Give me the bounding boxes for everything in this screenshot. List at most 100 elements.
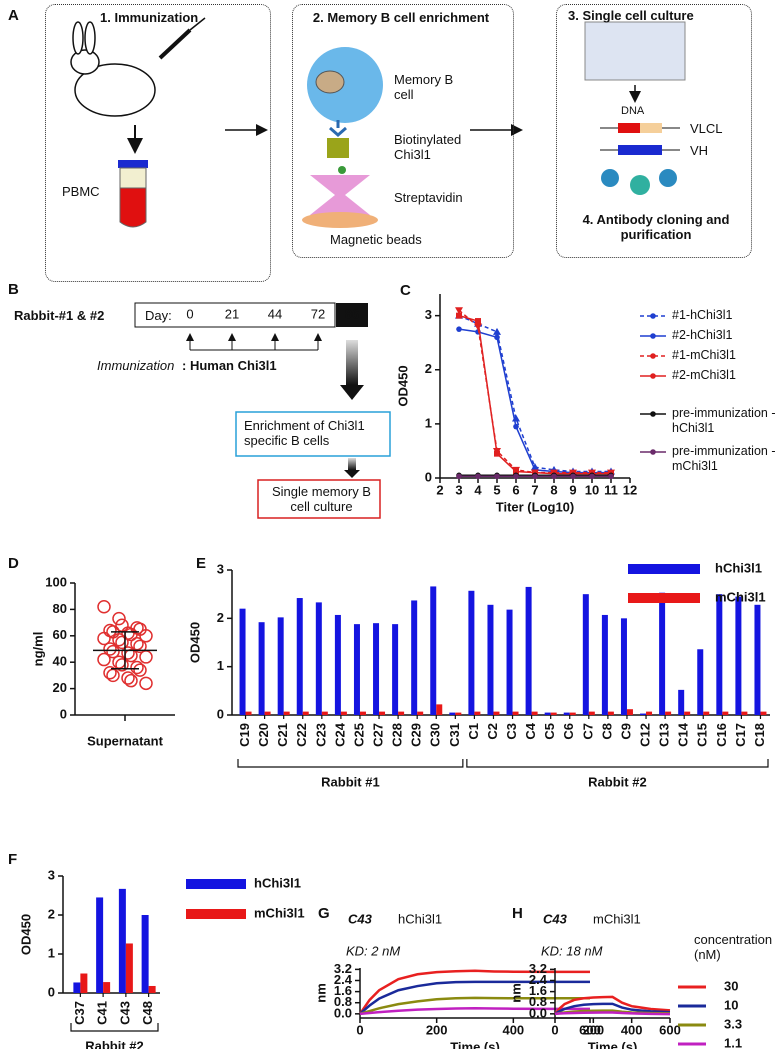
panel-label: A [8, 7, 19, 24]
legend-label: #2-hChi3l1 [672, 328, 733, 342]
y-tick-label: 3 [48, 867, 55, 882]
legend-marker [650, 449, 656, 455]
point [112, 655, 126, 669]
x-tick-label: 4 [474, 482, 482, 497]
marker [589, 473, 595, 480]
series-line [359, 996, 590, 1016]
point [106, 668, 120, 683]
x-tick-label: C5 [542, 723, 557, 740]
bar [103, 982, 111, 993]
x-tick-label: C16 [714, 723, 729, 747]
marker [456, 312, 462, 319]
y-tick-label: 20 [53, 680, 67, 695]
bar [118, 888, 126, 993]
bar [80, 973, 88, 993]
bar [430, 586, 437, 715]
legend-label: 1.1 [724, 1035, 742, 1049]
x-tick-label: C21 [275, 723, 290, 747]
y-tick-label: 0.8 [529, 994, 547, 1009]
y-tick-label: 1 [48, 945, 55, 960]
category-label: Supernatant [87, 733, 164, 748]
y-tick-label: 0 [217, 706, 224, 721]
x-tick-label: C18 [752, 723, 767, 747]
panel-label: C [400, 282, 411, 299]
bar [379, 711, 386, 715]
bar [506, 609, 513, 715]
y-tick-label: 3.2 [529, 961, 547, 976]
y-tick-label: 100 [45, 574, 67, 589]
series-line [458, 314, 611, 475]
chart-title: C43 [348, 911, 373, 926]
bar [697, 649, 704, 715]
series-line [554, 1002, 671, 1015]
marker [474, 323, 482, 331]
marker [455, 307, 463, 315]
point [139, 650, 153, 664]
point [139, 629, 153, 643]
label: Day: [145, 308, 172, 323]
bar [582, 594, 589, 715]
bar [754, 604, 761, 715]
bar [417, 711, 424, 715]
bar [659, 592, 666, 715]
step-title: 2. Memory B cell enrichment [312, 10, 490, 25]
bar [626, 709, 633, 715]
point [124, 673, 138, 688]
marker [475, 473, 481, 480]
y-axis-label: nm [313, 983, 328, 1003]
point [139, 676, 153, 691]
series-line [358, 969, 590, 1015]
group-bracket [237, 759, 464, 768]
x-tick-label: C12 [637, 723, 652, 747]
x-tick-label: 600 [659, 1022, 681, 1037]
x-tick-label: 600 [579, 1022, 601, 1037]
point [97, 652, 111, 667]
bar [277, 617, 284, 715]
series-line [458, 309, 611, 474]
label: VH [690, 143, 709, 158]
x-tick-label: 400 [502, 1022, 524, 1037]
series-line [458, 314, 611, 473]
legend-label: hChi3l1 [254, 875, 301, 890]
x-tick-label: C7 [580, 723, 595, 740]
marker [513, 473, 519, 480]
bar [665, 711, 672, 715]
y-tick-label: 40 [53, 654, 67, 669]
bar [678, 689, 685, 715]
x-tick-label: 8 [550, 482, 557, 497]
label: Streptavidin [394, 190, 463, 205]
label: Biotinylated Chi3l1 [394, 132, 462, 162]
x-tick-label: C25 [351, 723, 366, 747]
bar [735, 596, 742, 715]
legend-label: 3.3 [724, 1016, 742, 1031]
bar [607, 711, 614, 715]
bar [283, 711, 290, 715]
y-tick-label: 1 [217, 658, 224, 673]
chart-title: C43 [543, 911, 568, 926]
bar [264, 711, 271, 715]
day: 86 [345, 306, 359, 321]
bar [525, 586, 532, 715]
series-line [359, 1007, 590, 1016]
x-tick-label: C31 [447, 723, 462, 747]
bar [373, 623, 380, 715]
x-tick-label: C19 [237, 723, 252, 747]
y-tick-label: 60 [53, 627, 67, 642]
day: 0 [186, 306, 193, 321]
bar [640, 713, 647, 715]
bar [550, 712, 557, 715]
step-title: 1. Immunization [100, 10, 199, 25]
bar [392, 624, 399, 715]
panel-a-art [70, 17, 686, 228]
bar [398, 711, 405, 715]
y-tick-label: 3.2 [334, 961, 352, 976]
panel-label: F [8, 851, 18, 868]
bar [334, 614, 341, 715]
bar [340, 711, 347, 715]
legend-swatch [186, 879, 246, 889]
legend-marker [650, 333, 656, 339]
bar [148, 985, 156, 993]
legend-marker [650, 353, 656, 359]
legend-marker [650, 373, 656, 379]
